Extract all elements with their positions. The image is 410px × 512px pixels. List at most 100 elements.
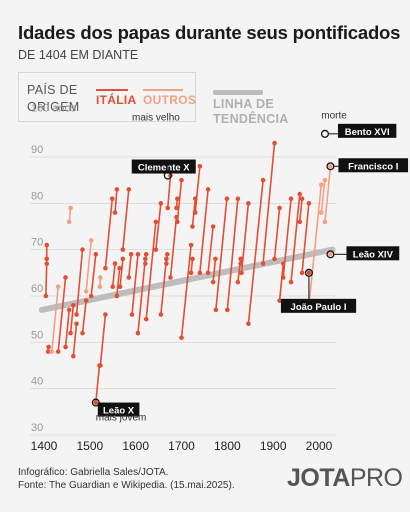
- pontificate-start-point: [188, 270, 194, 276]
- pontificate-end-point: [98, 275, 103, 280]
- jota-pro-logo: JOTAPRO: [287, 464, 403, 493]
- pontificate-end-point: [80, 247, 85, 252]
- pontificate-line: [94, 365, 101, 403]
- pontificate-line: [301, 203, 310, 273]
- y-unit-label: 100 anos: [31, 103, 77, 115]
- annotation-morte: morte: [321, 111, 347, 122]
- pontificate-line: [68, 207, 72, 222]
- pontificate-line: [111, 263, 116, 287]
- pontificate-start-point: [328, 252, 333, 257]
- pontificate-start-point: [97, 284, 103, 290]
- pontificate-end-point: [128, 252, 134, 257]
- pontificate-end-point: [288, 196, 294, 201]
- pontificate-line: [290, 193, 301, 283]
- pontificate-start-point: [55, 349, 61, 354]
- pontificate-start-point: [93, 400, 99, 405]
- pontificate-start-point: [297, 219, 303, 225]
- annotation-clemente-x-box: [131, 159, 196, 174]
- pontificate-end-point: [112, 261, 118, 266]
- pontificate-line: [127, 254, 132, 278]
- chart-title: Idades dos papas durante seus pontificad…: [18, 22, 401, 43]
- pontificate-line: [99, 314, 107, 366]
- pontificate-end-point: [103, 312, 108, 317]
- pontificate-line: [278, 263, 285, 301]
- pontificate-end-point: [153, 219, 159, 225]
- pontificate-end-point: [297, 191, 303, 197]
- pontificate-end-point: [46, 344, 51, 350]
- pontificate-end-point: [179, 177, 184, 183]
- pontificate-end-point: [71, 302, 76, 308]
- pontificate-line: [81, 300, 87, 334]
- pontificate-line: [176, 180, 183, 222]
- pontificate-end-point: [66, 307, 72, 313]
- pontificate-end-point: [188, 242, 194, 248]
- pontificate-line: [85, 240, 93, 292]
- pontificate-end-point: [88, 238, 94, 243]
- highlight-joao-paulo-i: [304, 268, 313, 277]
- annotation-bento-xvi-box: [337, 123, 397, 138]
- annotation-le-o-xiv-box: [346, 246, 400, 261]
- legend-label-line1: PAÍS DE: [27, 83, 78, 97]
- pontificate-start-point: [120, 247, 126, 252]
- annotation-mais-velho: mais velho: [132, 113, 180, 124]
- pontificate-end-point: [68, 205, 73, 211]
- pontificate-end-point: [322, 177, 328, 183]
- pontificate-end-point: [44, 242, 50, 248]
- annotation-jo-o-paulo-i-box: [280, 298, 357, 313]
- pontificate-start-point: [117, 284, 123, 290]
- pontificate-end-point: [143, 252, 149, 257]
- pontificate-line: [320, 180, 326, 213]
- pontificate-end-point: [109, 196, 115, 201]
- y-tick-label: 30: [31, 422, 43, 434]
- pontificate-end-point: [93, 252, 99, 257]
- annotation-francisco-i: Francisco I: [348, 161, 398, 172]
- highlight-bento-xvi: [320, 129, 330, 138]
- annotation-le-o-xiv: Leão XIV: [353, 249, 394, 260]
- pontificate-start-point: [71, 353, 76, 359]
- pontificate-end-point: [246, 201, 251, 206]
- legend-others-swatch: [143, 89, 183, 91]
- pontificate-end-point: [306, 201, 312, 206]
- pontificate-start-point: [197, 270, 203, 276]
- pontificate-start-point: [142, 261, 148, 266]
- y-tick-label: 90: [31, 144, 43, 156]
- pontificate-line: [114, 189, 118, 213]
- legend-others: OUTROS: [143, 93, 197, 107]
- pontificate-start-point: [175, 219, 180, 225]
- pontificate-start-point: [43, 293, 49, 299]
- footer-source-line: Fonte: The Guardian e Wikipedia. (15.mai…: [18, 480, 235, 491]
- pontificate-start-point: [318, 210, 324, 215]
- pontificate-end-point: [260, 177, 266, 183]
- x-tick-label: 1700: [168, 439, 195, 453]
- pontificate-start-point: [280, 275, 286, 280]
- pontificate-start-point: [210, 279, 216, 285]
- pontificate-line: [169, 217, 178, 278]
- pontificate-line: [240, 203, 250, 273]
- x-tick-label: 1500: [76, 439, 103, 453]
- pontificate-end-point: [164, 252, 170, 257]
- pontificate-start-point: [153, 247, 159, 252]
- logo-bold: JOTA: [287, 464, 350, 492]
- pontificate-start-point: [74, 312, 79, 317]
- footer-credit-line: Infográfico: Gabriella Sales/JOTA.: [18, 467, 169, 478]
- pontificate-start-point: [213, 307, 219, 313]
- x-tick-label: 2000: [306, 439, 333, 453]
- y-tick-label: 80: [31, 190, 43, 202]
- pontificate-start-point: [190, 224, 195, 229]
- pontificate-line: [64, 309, 71, 348]
- pontificate-line: [116, 268, 121, 297]
- pontificate-start-point: [272, 256, 277, 262]
- pontificate-line: [199, 189, 209, 273]
- pontificate-end-point: [210, 224, 216, 229]
- logo-light: PRO: [349, 464, 403, 492]
- annotation-le-o-x-box: [97, 402, 140, 417]
- pontificate-line: [212, 258, 217, 283]
- pontificate-line: [57, 277, 67, 352]
- pontificate-start-point: [103, 265, 108, 271]
- pontificate-start-point: [225, 307, 230, 313]
- pontificate-end-point: [44, 261, 50, 266]
- pontificate-end-point: [83, 298, 89, 303]
- pontificate-end-point: [175, 196, 180, 201]
- pontificate-start-point: [143, 316, 149, 322]
